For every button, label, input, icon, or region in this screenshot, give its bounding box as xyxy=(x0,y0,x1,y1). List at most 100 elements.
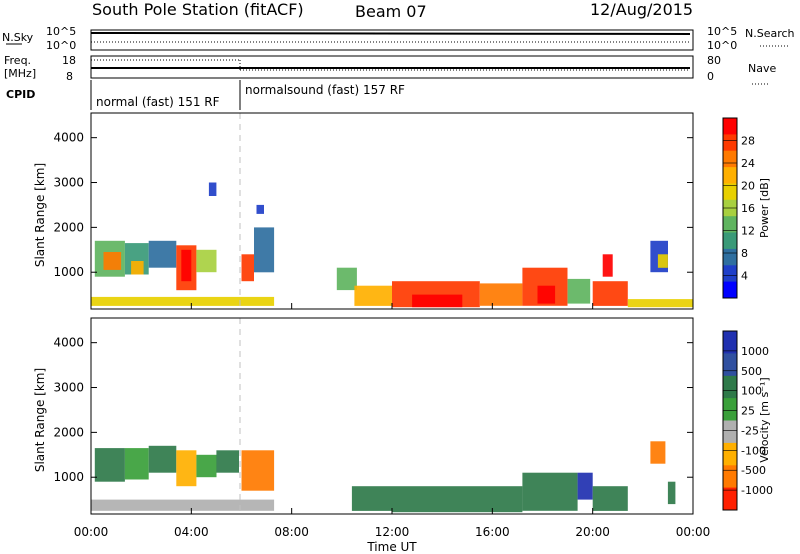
colorbar-swatch xyxy=(723,375,737,399)
velocity-echo-cell xyxy=(124,448,149,480)
power-echo-cell xyxy=(537,285,556,304)
freq-label-line2: [MHz] xyxy=(4,67,36,80)
colorbar-swatch xyxy=(723,353,737,377)
velocity-echo-cell xyxy=(577,472,593,500)
colorbar-tick-label: -500 xyxy=(741,464,766,477)
power-y-axis: 4000 3000 2000 1000 xyxy=(53,131,693,279)
velocity-echo-cell xyxy=(148,445,177,473)
colorbar-swatch xyxy=(723,232,737,250)
colorbar-tick-label: 1000 xyxy=(741,345,769,358)
colorbar-tick-label: 24 xyxy=(741,157,755,170)
power-echo-cell xyxy=(412,294,463,308)
y-tick-label: 3000 xyxy=(53,176,84,190)
colorbar-tick-label: 100 xyxy=(741,385,762,398)
colorbar-tick-label: -100 xyxy=(741,444,766,457)
nsky-label: N.Sky xyxy=(2,31,34,44)
colorbar-tick-label: -1000 xyxy=(741,484,773,497)
power-echo-cell xyxy=(336,267,357,291)
velocity-colorbar-ticks: 1000 500 100 25 -25 -100 -500 -1000 xyxy=(723,345,773,497)
freq-tick-bottom: 8 xyxy=(66,70,73,83)
nsearch-tick-top: 10^5 xyxy=(707,25,737,38)
velocity-echo-cell xyxy=(592,486,628,511)
power-colorbar: 28 24 20 16 12 8 4 Power [dB] xyxy=(722,117,771,299)
colorbar-tick-label: 4 xyxy=(741,270,748,283)
colorbar-swatch xyxy=(723,150,737,168)
freq-label-line1: Freq. xyxy=(4,54,31,67)
y-tick-label: 1000 xyxy=(53,265,84,279)
colorbar-swatch xyxy=(723,442,737,466)
colorbar-tick-label: -25 xyxy=(741,424,759,437)
x-tick-label: 04:00 xyxy=(174,525,209,539)
power-colorbar-ticks: 28 24 20 16 12 8 4 xyxy=(723,135,755,283)
beam-title: Beam 07 xyxy=(355,2,427,21)
velocity-echo-cell xyxy=(351,486,392,511)
colorbar-tick-label: 25 xyxy=(741,405,755,418)
power-data-cells xyxy=(91,182,693,308)
power-echo-cell xyxy=(627,299,693,308)
colorbar-tick-label: 20 xyxy=(741,180,755,193)
colorbar-swatch xyxy=(723,183,737,201)
y-tick-label: 2000 xyxy=(53,425,84,439)
colorbar-swatch xyxy=(723,331,737,354)
colorbar-tick-label: 12 xyxy=(741,225,755,238)
velocity-y-axis: 4000 3000 2000 1000 xyxy=(53,336,693,484)
power-echo-cell xyxy=(91,296,275,306)
nsky-panel: N.Sky 10^5 10^0 10^5 10^0 N.Search xyxy=(2,25,795,52)
x-tick-label: 12:00 xyxy=(375,525,410,539)
x-tick-label: 20:00 xyxy=(575,525,610,539)
velocity-colorbar-label: Velocity [m s⁻¹] xyxy=(758,377,771,462)
colorbar-swatch xyxy=(723,398,737,421)
velocity-echo-cell xyxy=(392,486,523,513)
cpid-label: CPID xyxy=(6,88,35,101)
y-tick-label: 1000 xyxy=(53,470,84,484)
power-colorbar-label: Power [dB] xyxy=(758,178,771,238)
nave-label: Nave xyxy=(748,62,776,75)
station-title: South Pole Station (fitACF) xyxy=(92,0,304,19)
velocity-colorbar: 1000 500 100 25 -25 -100 -500 -1000 Velocity [m… xyxy=(722,330,773,511)
velocity-echo-cell xyxy=(176,450,197,487)
velocity-panel: 4000 3000 2000 1000 00:00 04:00 08:00 12:00 16:… xyxy=(33,303,710,554)
colorbar-swatch xyxy=(723,265,737,283)
power-echo-cell xyxy=(103,252,122,270)
velocity-echo-cell xyxy=(667,481,676,505)
colorbar-tick-label: 8 xyxy=(741,247,748,260)
colorbar-swatch xyxy=(723,216,737,234)
x-tick-label: 08:00 xyxy=(274,525,309,539)
power-echo-cell xyxy=(354,285,392,306)
cpid-panel: CPID normal (fast) 151 RF normalsound (f… xyxy=(6,80,405,110)
nsky-tick-bottom: 10^0 xyxy=(46,39,76,52)
y-tick-label: 4000 xyxy=(53,336,84,350)
power-echo-cell xyxy=(602,254,613,277)
velocity-echo-cell xyxy=(216,450,239,473)
velocity-echo-cell xyxy=(241,450,275,491)
velocity-data-cells xyxy=(91,441,676,513)
colorbar-swatch xyxy=(723,281,737,299)
power-echo-cell xyxy=(256,204,264,214)
velocity-ylabel: Slant Range [km] xyxy=(33,368,47,472)
power-colorbar-swatches xyxy=(723,118,737,299)
velocity-echo-cell xyxy=(522,472,578,511)
colorbar-swatch xyxy=(723,248,737,266)
nsearch-tick-bottom: 10^0 xyxy=(707,39,737,52)
colorbar-swatch xyxy=(723,487,737,511)
power-panel: 4000 3000 2000 1000 Slant Range [km] xyxy=(33,112,694,310)
colorbar-swatch xyxy=(723,118,737,135)
power-echo-cell xyxy=(657,254,668,268)
power-echo-cell xyxy=(196,249,217,273)
power-echo-cell xyxy=(131,261,144,275)
power-echo-cell xyxy=(479,283,523,306)
power-echo-cell xyxy=(254,227,275,273)
freq-panel: Freq. [MHz] 18 8 80 0 Nave xyxy=(4,54,776,85)
cpid-segment-2: normalsound (fast) 157 RF xyxy=(245,83,405,97)
power-echo-cell xyxy=(148,240,177,268)
x-tick-label: 00:00 xyxy=(74,525,109,539)
y-tick-label: 2000 xyxy=(53,220,84,234)
colorbar-swatch xyxy=(723,167,737,184)
freq-tick-top: 18 xyxy=(62,54,76,67)
cpid-segment-1: normal (fast) 151 RF xyxy=(96,95,220,109)
nave-tick-bottom: 0 xyxy=(707,70,714,83)
power-echo-cell xyxy=(208,182,217,196)
x-tick-label: 16:00 xyxy=(475,525,510,539)
power-echo-cell xyxy=(567,278,591,304)
